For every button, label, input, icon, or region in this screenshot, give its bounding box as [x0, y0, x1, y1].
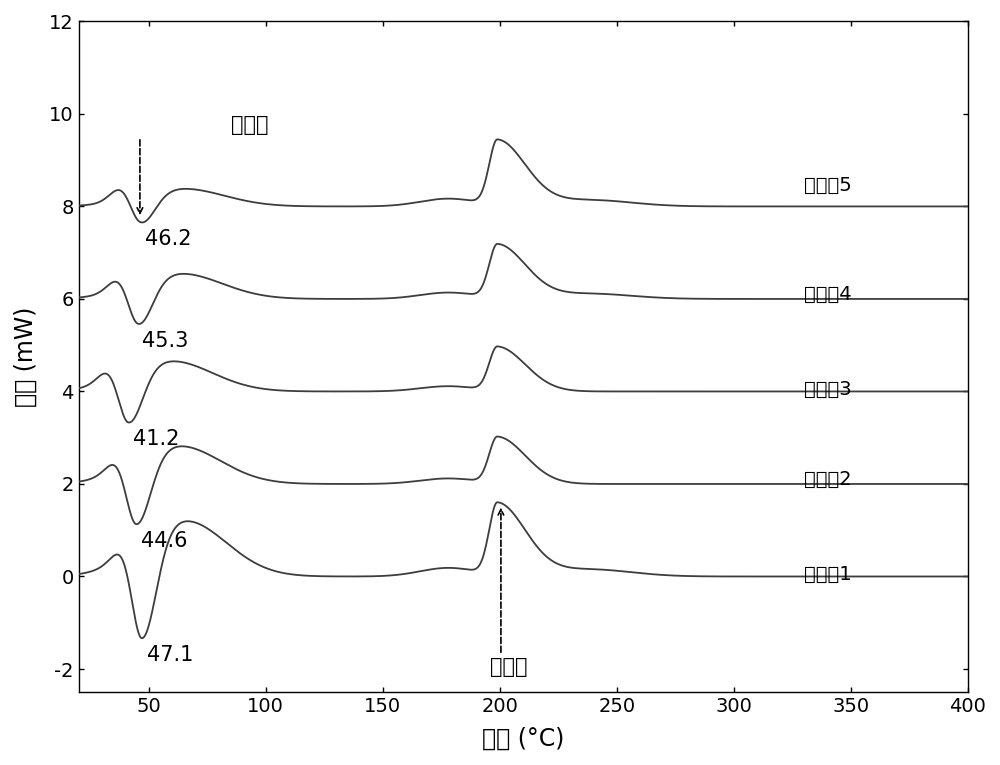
Text: 实施例4: 实施例4 [804, 285, 852, 304]
Text: 45.3: 45.3 [142, 330, 189, 350]
Text: 实施例1: 实施例1 [804, 565, 852, 584]
Text: 44.6: 44.6 [141, 531, 187, 551]
Text: 实施例5: 实施例5 [804, 176, 852, 195]
Text: 47.1: 47.1 [147, 645, 193, 666]
Y-axis label: 热流 (mW): 热流 (mW) [14, 307, 38, 407]
Text: 实施例3: 实施例3 [804, 379, 852, 399]
X-axis label: 温度 (°C): 温度 (°C) [482, 727, 564, 751]
Text: 41.2: 41.2 [133, 429, 179, 449]
Text: 46.2: 46.2 [145, 229, 191, 249]
Text: 放热峰: 放热峰 [490, 657, 528, 678]
Text: 实施例2: 实施例2 [804, 470, 852, 489]
Text: 熔化峰: 熔化峰 [231, 115, 268, 135]
